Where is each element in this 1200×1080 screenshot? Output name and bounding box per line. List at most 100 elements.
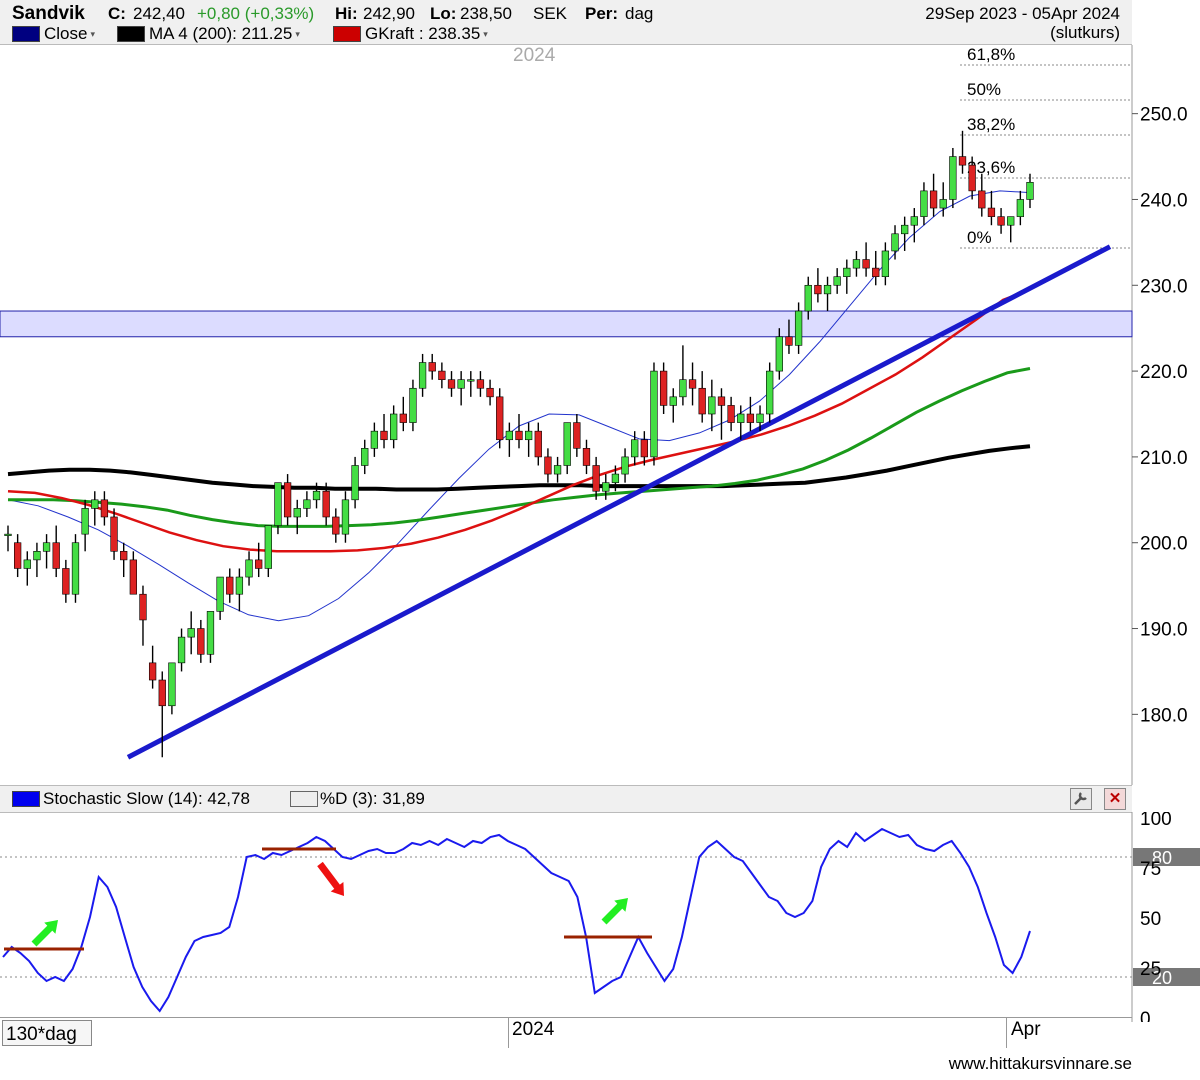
- candle: [756, 405, 764, 432]
- legend-ma[interactable]: MA 4 (200): 211.25 ▾: [117, 24, 300, 44]
- period-box[interactable]: 130*dag: [2, 1020, 92, 1046]
- candle: [33, 542, 41, 578]
- chevron-down-icon[interactable]: ▾: [90, 28, 95, 39]
- instrument-name: Sandvik: [12, 3, 85, 24]
- candle: [418, 353, 427, 397]
- candle: [717, 388, 726, 440]
- candle: [582, 439, 591, 475]
- lo-value: 238,50: [460, 4, 512, 23]
- y-tick-label: 240.0: [1140, 190, 1188, 211]
- candle: [631, 431, 639, 466]
- candle: [949, 147, 957, 209]
- y-tick-label: 190.0: [1140, 620, 1188, 641]
- candle: [332, 508, 340, 543]
- hi-label: Hi:: [335, 4, 358, 23]
- ref-badge-label: 20: [1152, 968, 1172, 988]
- candle: [476, 371, 485, 397]
- fib-label: 23,6%: [967, 158, 1015, 177]
- candle: [71, 534, 80, 603]
- candle: [428, 353, 436, 380]
- fib-label: 61,8%: [967, 45, 1015, 64]
- candle: [872, 250, 880, 286]
- period-text: 130*dag: [6, 1024, 77, 1045]
- candle: [390, 405, 398, 449]
- candle: [1026, 173, 1034, 209]
- candle: [891, 225, 899, 260]
- candle: [573, 414, 581, 457]
- candle: [505, 422, 514, 457]
- chevron-down-icon[interactable]: ▾: [483, 28, 488, 39]
- stochastic-swatch: [12, 791, 40, 807]
- candle: [438, 362, 446, 389]
- signal-arrow: [31, 923, 55, 947]
- d-label: %D (3): 31,89: [320, 789, 425, 808]
- signal-arrow: [317, 861, 343, 892]
- candle: [563, 422, 571, 475]
- price-chart[interactable]: 2024 61,8% 50% 38,2% 23,6% 0% 180.0 190.0 200.0…: [0, 45, 1200, 785]
- candle: [640, 431, 648, 466]
- stochastic-label: Stochastic Slow (14): 42,78: [43, 789, 250, 808]
- chevron-down-icon[interactable]: ▾: [295, 28, 300, 39]
- candle: [361, 439, 369, 475]
- stochastic-line: [2, 827, 1031, 1013]
- price-basis: (slutkurs): [1050, 23, 1120, 42]
- candle: [158, 671, 166, 758]
- candle: [52, 525, 60, 578]
- close-icon[interactable]: ✕: [1104, 788, 1126, 810]
- candle: [81, 499, 89, 552]
- change-value: +0,80 (+0,33%): [197, 4, 315, 23]
- candle: [794, 302, 803, 354]
- y-tick-label: 200.0: [1140, 534, 1188, 555]
- candle: [775, 328, 783, 380]
- candle: [737, 405, 745, 440]
- candle: [679, 345, 687, 406]
- candle: [650, 362, 658, 466]
- candle: [139, 585, 147, 646]
- candle: [168, 662, 176, 715]
- candle: [862, 242, 870, 277]
- legend-gkraft[interactable]: GKraft : 238.35 ▾: [333, 24, 488, 44]
- candle: [852, 250, 861, 277]
- stochastic-chart[interactable]: 80 20 100 75 50 25 0: [0, 812, 1200, 1022]
- candle: [727, 396, 735, 432]
- candle: [698, 371, 706, 423]
- candle: [255, 542, 263, 578]
- footer-link[interactable]: www.hittakursvinnare.se: [948, 1054, 1132, 1073]
- candle: [746, 396, 755, 432]
- wrench-icon[interactable]: [1070, 788, 1092, 810]
- ma-swatch: [117, 26, 145, 42]
- ref-badge: [1133, 848, 1200, 866]
- candle: [62, 559, 70, 603]
- trend-line: [126, 244, 1112, 760]
- stochastic-header: Stochastic Slow (14): 42,78 %D (3): 31,8…: [0, 785, 1132, 813]
- ma-200-line: [7, 444, 1031, 492]
- candle: [303, 491, 311, 517]
- candle: [370, 422, 379, 457]
- y-tick-label: 210.0: [1140, 448, 1188, 469]
- gkraft-swatch: [333, 26, 361, 42]
- period-label: Per:: [585, 4, 619, 23]
- candle: [901, 216, 909, 251]
- arrow-head: [44, 920, 58, 934]
- candle: [206, 611, 215, 663]
- candle: [380, 414, 388, 449]
- chart-header: Sandvik C: 242,40 +0,80 (+0,33%) Hi: 242…: [0, 0, 1132, 45]
- year-watermark: 2024: [513, 45, 556, 66]
- red-ma-line: [7, 288, 1031, 553]
- candle: [129, 551, 137, 595]
- candle: [457, 371, 465, 406]
- candle: [688, 362, 697, 406]
- candle: [524, 422, 533, 457]
- close-label: C:: [108, 4, 126, 23]
- candle: [958, 130, 967, 174]
- stoch-tick-label: 75: [1140, 859, 1161, 880]
- currency: SEK: [533, 4, 568, 23]
- candle: [447, 371, 456, 397]
- arrow-head: [330, 882, 344, 896]
- candle: [197, 619, 205, 663]
- legend-gkraft-label: GKraft : 238.35: [365, 24, 481, 43]
- candle: [669, 388, 677, 423]
- candle: [4, 525, 12, 552]
- y-tick-label: 220.0: [1140, 362, 1188, 383]
- legend-close[interactable]: Close ▾: [12, 24, 95, 44]
